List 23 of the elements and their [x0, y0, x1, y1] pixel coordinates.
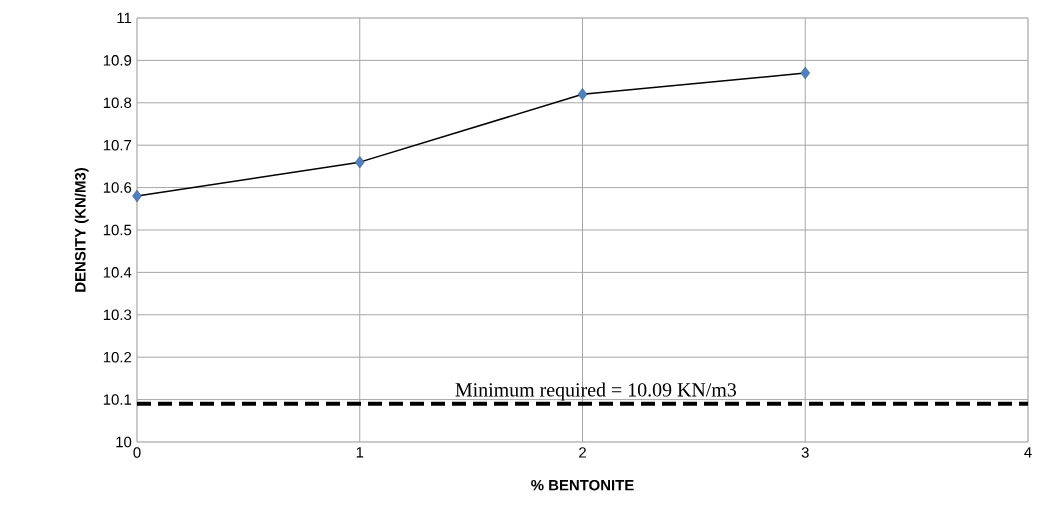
y-tick-label: 10: [116, 436, 132, 448]
x-tick-label: 3: [801, 447, 809, 458]
x-tick-label: 1: [356, 447, 364, 458]
y-axis-title: DENSITY (KN/M3): [74, 168, 89, 292]
y-tick-label: 10.1: [103, 394, 132, 405]
point: [355, 155, 365, 169]
y-tick-label: 10.2: [103, 351, 132, 363]
y-tick-label: 10.7: [103, 139, 132, 151]
ref-line-label: Minimum required = 10.09 KN/m3: [455, 382, 737, 401]
y-tick-label: 10.9: [103, 55, 132, 66]
x-tick-label: 0: [133, 447, 141, 458]
x-axis-title: % BENTONITE: [531, 479, 634, 491]
y-tick-label: 10.8: [103, 97, 132, 109]
x-tick-label: 2: [579, 447, 586, 458]
y-tick-label: 10.6: [103, 182, 132, 193]
point: [132, 189, 142, 203]
point: [800, 66, 811, 80]
y-tick-label: 10.5: [103, 224, 132, 236]
x-tick-label: 4: [1024, 447, 1032, 458]
y-tick-label: 10.3: [103, 309, 132, 321]
y-tick-label: 11: [117, 12, 132, 24]
point: [577, 88, 588, 101]
y-tick-label: 10.4: [103, 267, 132, 278]
